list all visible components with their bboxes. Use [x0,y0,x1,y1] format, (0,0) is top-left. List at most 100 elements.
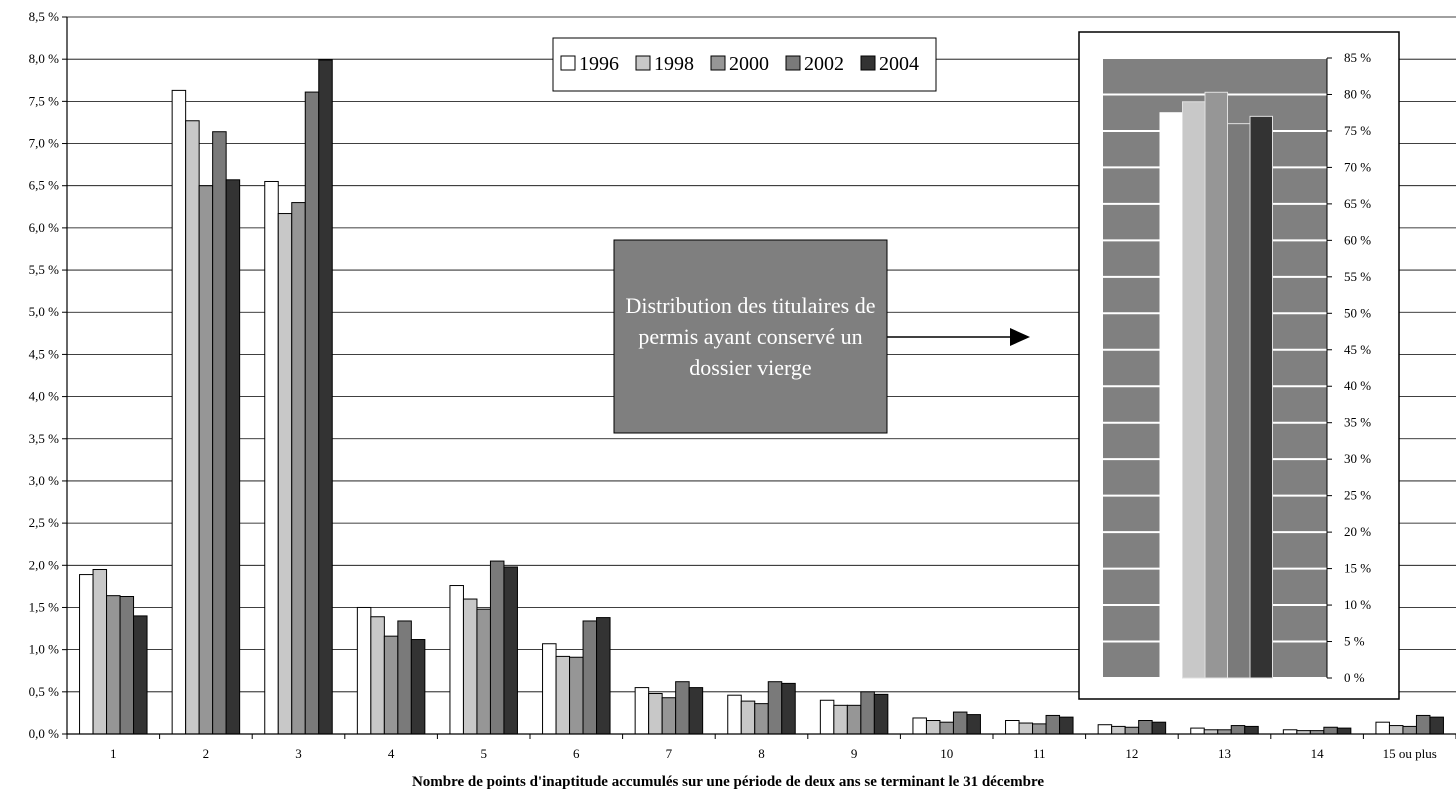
bar-1998-8 [740,700,756,735]
bar-1996-2 [171,89,187,735]
bar-2002-12 [1138,720,1153,735]
bar-2002-13 [1230,725,1246,735]
bar-2004-13 [1244,725,1259,735]
bar-2000-8 [754,703,769,735]
legend-swatch-2004 [860,55,876,71]
inset-y-tick-label: 30 % [1344,451,1371,466]
bar-2000-2 [198,185,214,735]
y-tick-label: 5,0 % [29,304,60,319]
bar-2004-2 [225,179,241,735]
bar-2002-6 [582,620,598,735]
bar-1996-12 [1097,724,1113,735]
bar-2000-11 [1032,723,1047,735]
x-tick-label: 6 [573,746,580,761]
y-tick-label: 2,5 % [29,515,60,530]
bar-1998-4 [370,616,385,735]
x-axis-label: Nombre de points d'inaptitude accumulés … [412,774,1044,790]
bar-1998-11 [1018,722,1034,735]
bar-2000-3 [291,202,306,735]
y-tick-label: 6,5 % [29,178,60,193]
bar-1996-1 [79,574,94,735]
bar-2000-12 [1124,726,1140,735]
bar-1998-6 [555,655,571,735]
y-tick-label: 8,0 % [29,51,60,66]
legend-swatch-1996 [560,55,576,71]
y-tick-label: 2,0 % [29,557,60,572]
inset-y-tick-label: 10 % [1344,597,1371,612]
x-tick-label: 3 [295,746,302,761]
inset-y-tick-label: 15 % [1344,561,1371,576]
bar-1998-9 [833,704,848,735]
inset-y-tick-label: 65 % [1344,196,1371,211]
legend-swatch-1998 [635,55,651,71]
bar-1998-2 [185,120,200,735]
x-tick-label: 9 [851,746,858,761]
bar-2004-4 [410,639,426,735]
y-tick-label: 0,0 % [29,726,60,741]
bar-2002-11 [1045,714,1061,735]
bar-2000-9 [846,704,862,735]
inset-chart: 0 % 5 % 10 % 15 % 20 % 25 % 30 % 35 % 40 % 45 % 50… [1078,31,1400,700]
annotation-arrowhead [1010,328,1030,346]
y-tick-label: 4,5 % [29,346,60,361]
y-tick-label: 8,5 % [29,9,60,24]
annotation-text: Distribution des titulaires de permis ay… [625,293,876,380]
inset-y-tick-label: 85 % [1344,50,1371,65]
bar-2002-8 [767,681,783,735]
bar-2000-1 [106,595,121,735]
bar-2000-13 [1217,729,1232,735]
bar-2004-14 [1336,727,1352,735]
bar-1996-6 [542,643,557,735]
bar-1996-15-ou-plus [1375,721,1390,735]
bar-1998-15-ou-plus [1388,725,1404,735]
bar-1998-1 [92,569,108,735]
bar-2002-14 [1323,726,1338,735]
inset-bar-1996 [1159,112,1183,679]
bar-2000-6 [569,656,584,735]
y-tick-label: 3,0 % [29,473,60,488]
inset-y-tick-label: 80 % [1344,86,1371,101]
y-tick-label: 5,5 % [29,262,60,277]
bar-2002-10 [952,711,968,735]
legend-label-1998: 1998 [654,53,694,75]
x-tick-label: 15 ou plus [1383,746,1437,761]
legend-swatch-2000 [710,55,726,71]
bar-1998-10 [925,720,941,735]
bar-1996-9 [819,699,835,735]
x-tick-label: 12 [1125,746,1138,761]
bar-2002-2 [212,131,227,735]
bar-1996-7 [634,687,650,735]
inset-y-tick-label: 20 % [1344,524,1371,539]
inset-y-tick-label: 45 % [1344,342,1371,357]
bar-2004-8 [781,682,796,735]
x-tick-label: 1 [110,746,117,761]
bar-2002-15-ou-plus [1415,714,1431,735]
bar-2004-9 [873,693,889,735]
bar-1996-4 [356,606,372,735]
inset-bar-2004 [1249,115,1273,679]
inset-bar-2000 [1204,91,1228,679]
inset-y-tick-label: 0 % [1344,670,1365,685]
y-tick-label: 4,0 % [29,389,60,404]
bar-2002-5 [489,560,505,735]
legend-swatch-2002 [785,55,801,71]
x-tick-label: 11 [1033,746,1046,761]
bar-1996-11 [1005,720,1020,735]
bar-2002-1 [119,596,135,735]
bar-2004-7 [688,687,704,735]
bar-2004-6 [596,617,611,735]
bar-2000-7 [661,697,677,735]
inset-y-tick-label: 40 % [1344,378,1371,393]
bar-2002-7 [675,681,690,735]
bar-1998-5 [462,598,478,735]
inset-y-tick-label: 75 % [1344,123,1371,138]
bar-1996-10 [912,717,927,735]
bar-1996-3 [264,180,279,735]
legend-label-2000: 2000 [729,53,769,75]
bar-2004-12 [1151,721,1167,735]
inset-y-tick-label: 35 % [1344,415,1371,430]
y-tick-label: 7,0 % [29,136,60,151]
legend-label-2004: 2004 [879,53,919,75]
x-tick-label: 10 [940,746,953,761]
